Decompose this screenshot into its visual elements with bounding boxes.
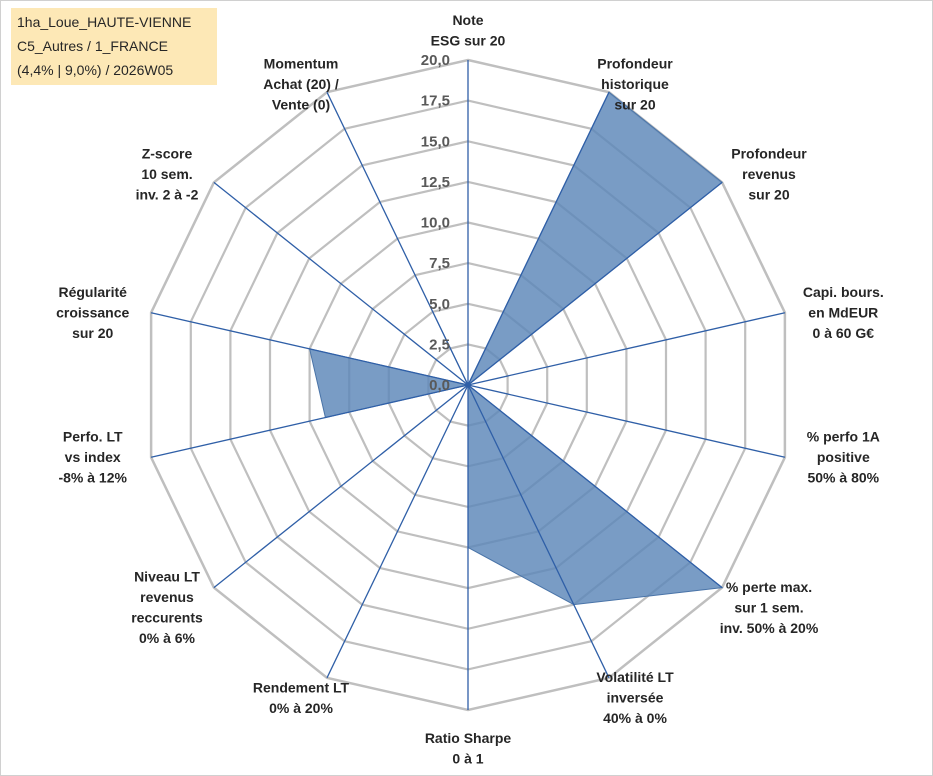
axis-label-line: % perfo 1A bbox=[807, 429, 880, 445]
axis-spoke bbox=[467, 384, 786, 458]
axis-label-line: Achat (20) / bbox=[263, 76, 339, 92]
data-area bbox=[308, 91, 724, 606]
axis-spoke bbox=[213, 384, 469, 589]
axis-label-line: Profondeur bbox=[597, 55, 673, 71]
axis-label: Ratio Sharpe 0 à 1 bbox=[425, 730, 512, 767]
axis-label-line: 0 à 1 bbox=[452, 751, 483, 767]
tick-label: 20,0 bbox=[421, 52, 450, 69]
axis-label-line: inv. 2 à -2 bbox=[136, 187, 199, 203]
axis-spoke bbox=[326, 91, 469, 386]
info-line-1: 1ha_Loue_HAUTE-VIENNE bbox=[17, 14, 192, 30]
axis-label-line: inversée bbox=[607, 690, 664, 706]
axis-label-line: Capi. bours. bbox=[803, 284, 884, 300]
axis-label: Régularité croissance sur 20 bbox=[56, 284, 129, 341]
axis-label: Z-score 10 sem. inv. 2 à -2 bbox=[136, 146, 199, 203]
axis-label-line: Z-score bbox=[142, 146, 193, 162]
tick-label: 12,5 bbox=[421, 174, 450, 191]
axis-label-line: historique bbox=[601, 76, 669, 92]
axis-label-line: Volatilité LT bbox=[596, 669, 674, 685]
axis-label: Rendement LT 0% à 20% bbox=[253, 679, 350, 716]
axis-spoke bbox=[467, 384, 610, 679]
axis-label-line: 0 à 60 G€ bbox=[813, 325, 875, 341]
tick-label: 15,0 bbox=[421, 133, 450, 150]
axis-label-line: Profondeur bbox=[731, 146, 807, 162]
axis-label-line: 0% à 20% bbox=[269, 700, 333, 716]
axis-label-line: Régularité bbox=[58, 284, 127, 300]
axis-label-line: reccurents bbox=[131, 610, 203, 626]
axis-label-line: revenus bbox=[140, 589, 194, 605]
axis-spoke bbox=[467, 91, 610, 386]
axis-label-line: -8% à 12% bbox=[58, 470, 127, 486]
tick-label: 2,5 bbox=[429, 336, 450, 353]
axis-label: Niveau LT revenus reccurents 0% à 6% bbox=[131, 569, 203, 647]
axis-label-line: % perte max. bbox=[726, 579, 812, 595]
axis-label-line: 50% à 80% bbox=[807, 470, 879, 486]
tick-label: 0,0 bbox=[429, 377, 450, 394]
info-line-2: C5_Autres / 1_FRANCE bbox=[17, 38, 168, 54]
axis-label-line: revenus bbox=[742, 166, 796, 182]
tick-label: 7,5 bbox=[429, 255, 450, 272]
axis-label-line: Perfo. LT bbox=[63, 429, 123, 445]
axis-label-line: inv. 50% à 20% bbox=[720, 620, 819, 636]
axis-spoke bbox=[326, 384, 469, 679]
axis-label-line: sur 20 bbox=[748, 187, 789, 203]
axis-label-line: sur 20 bbox=[72, 325, 113, 341]
info-line-3: (4,4% | 9,0%) / 2026W05 bbox=[17, 62, 174, 78]
tick-label: 5,0 bbox=[429, 296, 450, 313]
axis-spoke bbox=[150, 384, 469, 458]
tick-label: 17,5 bbox=[421, 93, 450, 110]
axis-label-line: 10 sem. bbox=[141, 166, 192, 182]
info-box: 1ha_Loue_HAUTE-VIENNE C5_Autres / 1_FRAN… bbox=[11, 8, 217, 85]
tick-label-layer: 0,0 2,5 5,0 7,5 10,0 12,5 15,0 17,5 20,0 bbox=[421, 52, 450, 394]
axis-label-line: Vente (0) bbox=[272, 96, 330, 112]
axis-label-layer: Note ESG sur 20 Profondeur historique sur 20… bbox=[56, 12, 884, 767]
axis-label: % perfo 1A positive 50% à 80% bbox=[807, 429, 880, 486]
axis-label-line: Ratio Sharpe bbox=[425, 730, 512, 746]
axis-label-line: ESG sur 20 bbox=[431, 33, 506, 49]
axis-spoke bbox=[467, 312, 786, 386]
axis-label: Profondeur revenus sur 20 bbox=[731, 146, 807, 203]
axis-label-line: Rendement LT bbox=[253, 679, 350, 695]
axis-spoke bbox=[467, 181, 723, 386]
axis-label-line: Niveau LT bbox=[134, 569, 200, 585]
axis-label: Volatilité LT inversée 40% à 0% bbox=[596, 669, 674, 726]
axis-label-line: 40% à 0% bbox=[603, 710, 667, 726]
axis-label-line: positive bbox=[817, 449, 870, 465]
axis-spoke bbox=[213, 181, 469, 386]
axis-label: Capi. bours. en MdEUR 0 à 60 G€ bbox=[803, 284, 884, 341]
axis-label-line: en MdEUR bbox=[808, 304, 878, 320]
spoke-layer bbox=[150, 60, 786, 710]
axis-label-line: vs index bbox=[65, 449, 121, 465]
axis-label: % perte max. sur 1 sem. inv. 50% à 20% bbox=[720, 579, 819, 636]
axis-label-line: Note bbox=[452, 12, 483, 28]
tick-label: 10,0 bbox=[421, 215, 450, 232]
axis-label-line: croissance bbox=[56, 304, 129, 320]
axis-label-line: 0% à 6% bbox=[139, 630, 196, 646]
axis-label-line: Momentum bbox=[264, 55, 339, 71]
axis-spoke bbox=[150, 312, 469, 386]
axis-label: Perfo. LT vs index -8% à 12% bbox=[58, 429, 127, 486]
axis-spoke bbox=[467, 384, 723, 589]
axis-label-line: sur 20 bbox=[614, 96, 655, 112]
data-area-layer bbox=[308, 91, 724, 606]
axis-label: Note ESG sur 20 bbox=[431, 12, 506, 49]
axis-label: Momentum Achat (20) / Vente (0) bbox=[263, 55, 339, 112]
axis-label: Profondeur historique sur 20 bbox=[597, 55, 673, 112]
axis-label-line: sur 1 sem. bbox=[734, 599, 803, 615]
